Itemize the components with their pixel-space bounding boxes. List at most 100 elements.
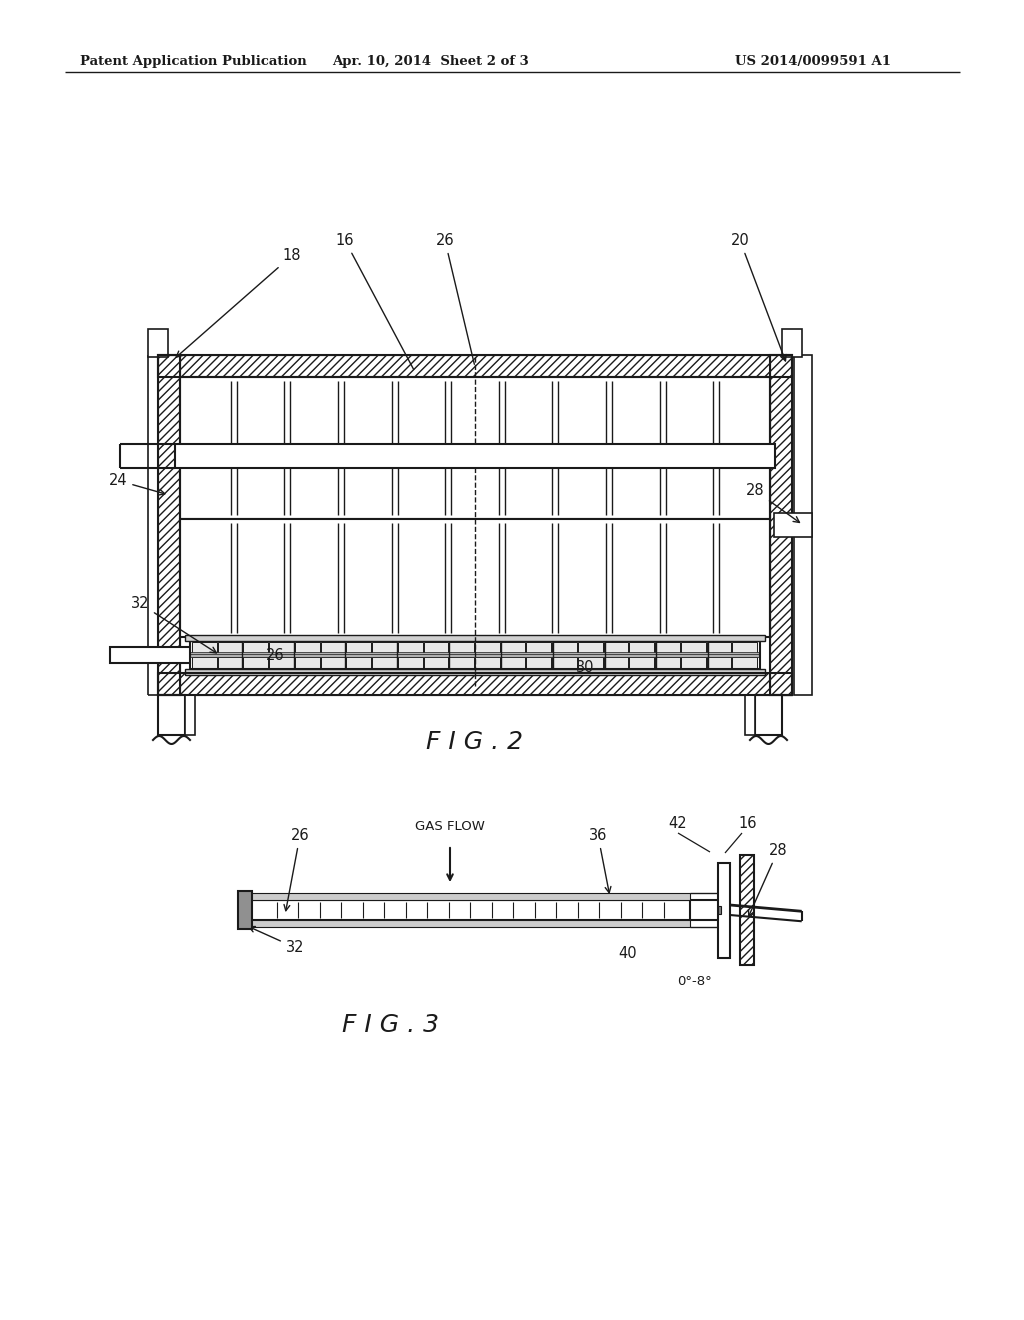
Bar: [707, 657, 731, 668]
Text: 40: 40: [618, 946, 637, 961]
Bar: [718, 906, 721, 913]
Bar: [707, 643, 731, 653]
Bar: [732, 657, 757, 668]
Text: 36: 36: [589, 828, 611, 892]
Bar: [450, 657, 474, 668]
Bar: [372, 643, 397, 653]
Bar: [397, 643, 423, 653]
Bar: [193, 643, 217, 653]
Bar: [158, 355, 792, 378]
Bar: [190, 642, 760, 669]
Text: 28: 28: [749, 843, 787, 916]
Bar: [578, 643, 603, 653]
Bar: [321, 657, 345, 668]
Bar: [193, 657, 217, 668]
Bar: [269, 643, 294, 653]
Bar: [424, 643, 449, 653]
Bar: [450, 643, 474, 653]
Bar: [681, 643, 706, 653]
Bar: [630, 643, 654, 653]
Bar: [475, 643, 500, 653]
Bar: [218, 643, 243, 653]
Bar: [552, 657, 577, 668]
Text: GAS FLOW: GAS FLOW: [415, 820, 485, 833]
Bar: [238, 891, 252, 929]
Bar: [269, 657, 294, 668]
Bar: [158, 696, 185, 735]
Text: F I G . 3: F I G . 3: [341, 1012, 438, 1038]
Bar: [475, 657, 500, 668]
Bar: [526, 643, 551, 653]
Bar: [110, 647, 190, 663]
Text: 0°-8°: 0°-8°: [678, 975, 713, 987]
Bar: [158, 355, 792, 378]
Text: 16: 16: [738, 816, 758, 832]
Bar: [158, 355, 180, 696]
Text: 26: 26: [435, 234, 474, 364]
Text: 28: 28: [745, 483, 800, 523]
Bar: [770, 355, 792, 696]
Text: Patent Application Publication: Patent Application Publication: [80, 55, 307, 69]
Bar: [185, 669, 765, 676]
Text: 16: 16: [336, 234, 414, 370]
Bar: [740, 855, 754, 965]
Bar: [603, 657, 629, 668]
Bar: [552, 643, 577, 653]
Bar: [295, 643, 319, 653]
Bar: [346, 657, 371, 668]
Bar: [158, 673, 792, 696]
Bar: [745, 696, 755, 735]
Bar: [250, 900, 690, 920]
Bar: [148, 329, 168, 356]
Bar: [218, 657, 243, 668]
Bar: [501, 657, 525, 668]
Bar: [295, 657, 319, 668]
Bar: [424, 657, 449, 668]
Bar: [185, 635, 765, 642]
Text: US 2014/0099591 A1: US 2014/0099591 A1: [735, 55, 891, 69]
Bar: [732, 643, 757, 653]
Bar: [774, 513, 812, 537]
Text: 20: 20: [731, 234, 786, 360]
Bar: [782, 329, 802, 356]
Text: 26: 26: [284, 828, 309, 911]
Text: Apr. 10, 2014  Sheet 2 of 3: Apr. 10, 2014 Sheet 2 of 3: [332, 55, 528, 69]
Bar: [250, 920, 690, 927]
Bar: [501, 643, 525, 653]
Bar: [526, 657, 551, 668]
Bar: [185, 696, 195, 735]
Text: 32: 32: [249, 927, 304, 954]
Bar: [755, 696, 782, 735]
Bar: [190, 652, 760, 655]
Bar: [250, 894, 690, 900]
Bar: [655, 657, 680, 668]
Bar: [397, 657, 423, 668]
Text: 30: 30: [575, 660, 594, 675]
Bar: [346, 643, 371, 653]
Text: F I G . 2: F I G . 2: [427, 730, 523, 754]
Text: 42: 42: [669, 816, 687, 832]
Bar: [190, 655, 760, 657]
Bar: [655, 643, 680, 653]
Bar: [603, 643, 629, 653]
Bar: [770, 355, 792, 696]
Bar: [372, 657, 397, 668]
Bar: [794, 355, 812, 696]
Bar: [578, 657, 603, 668]
Bar: [158, 673, 792, 696]
Bar: [718, 862, 730, 957]
Bar: [175, 444, 775, 469]
Bar: [180, 378, 770, 519]
Bar: [321, 643, 345, 653]
Bar: [180, 519, 770, 638]
Bar: [740, 855, 754, 965]
Text: 18: 18: [176, 248, 301, 358]
Bar: [244, 657, 268, 668]
Bar: [244, 643, 268, 653]
Text: 24: 24: [109, 473, 165, 495]
Bar: [681, 657, 706, 668]
Bar: [630, 657, 654, 668]
Bar: [158, 355, 180, 696]
Text: 32: 32: [131, 597, 216, 653]
Text: 26: 26: [265, 648, 285, 663]
